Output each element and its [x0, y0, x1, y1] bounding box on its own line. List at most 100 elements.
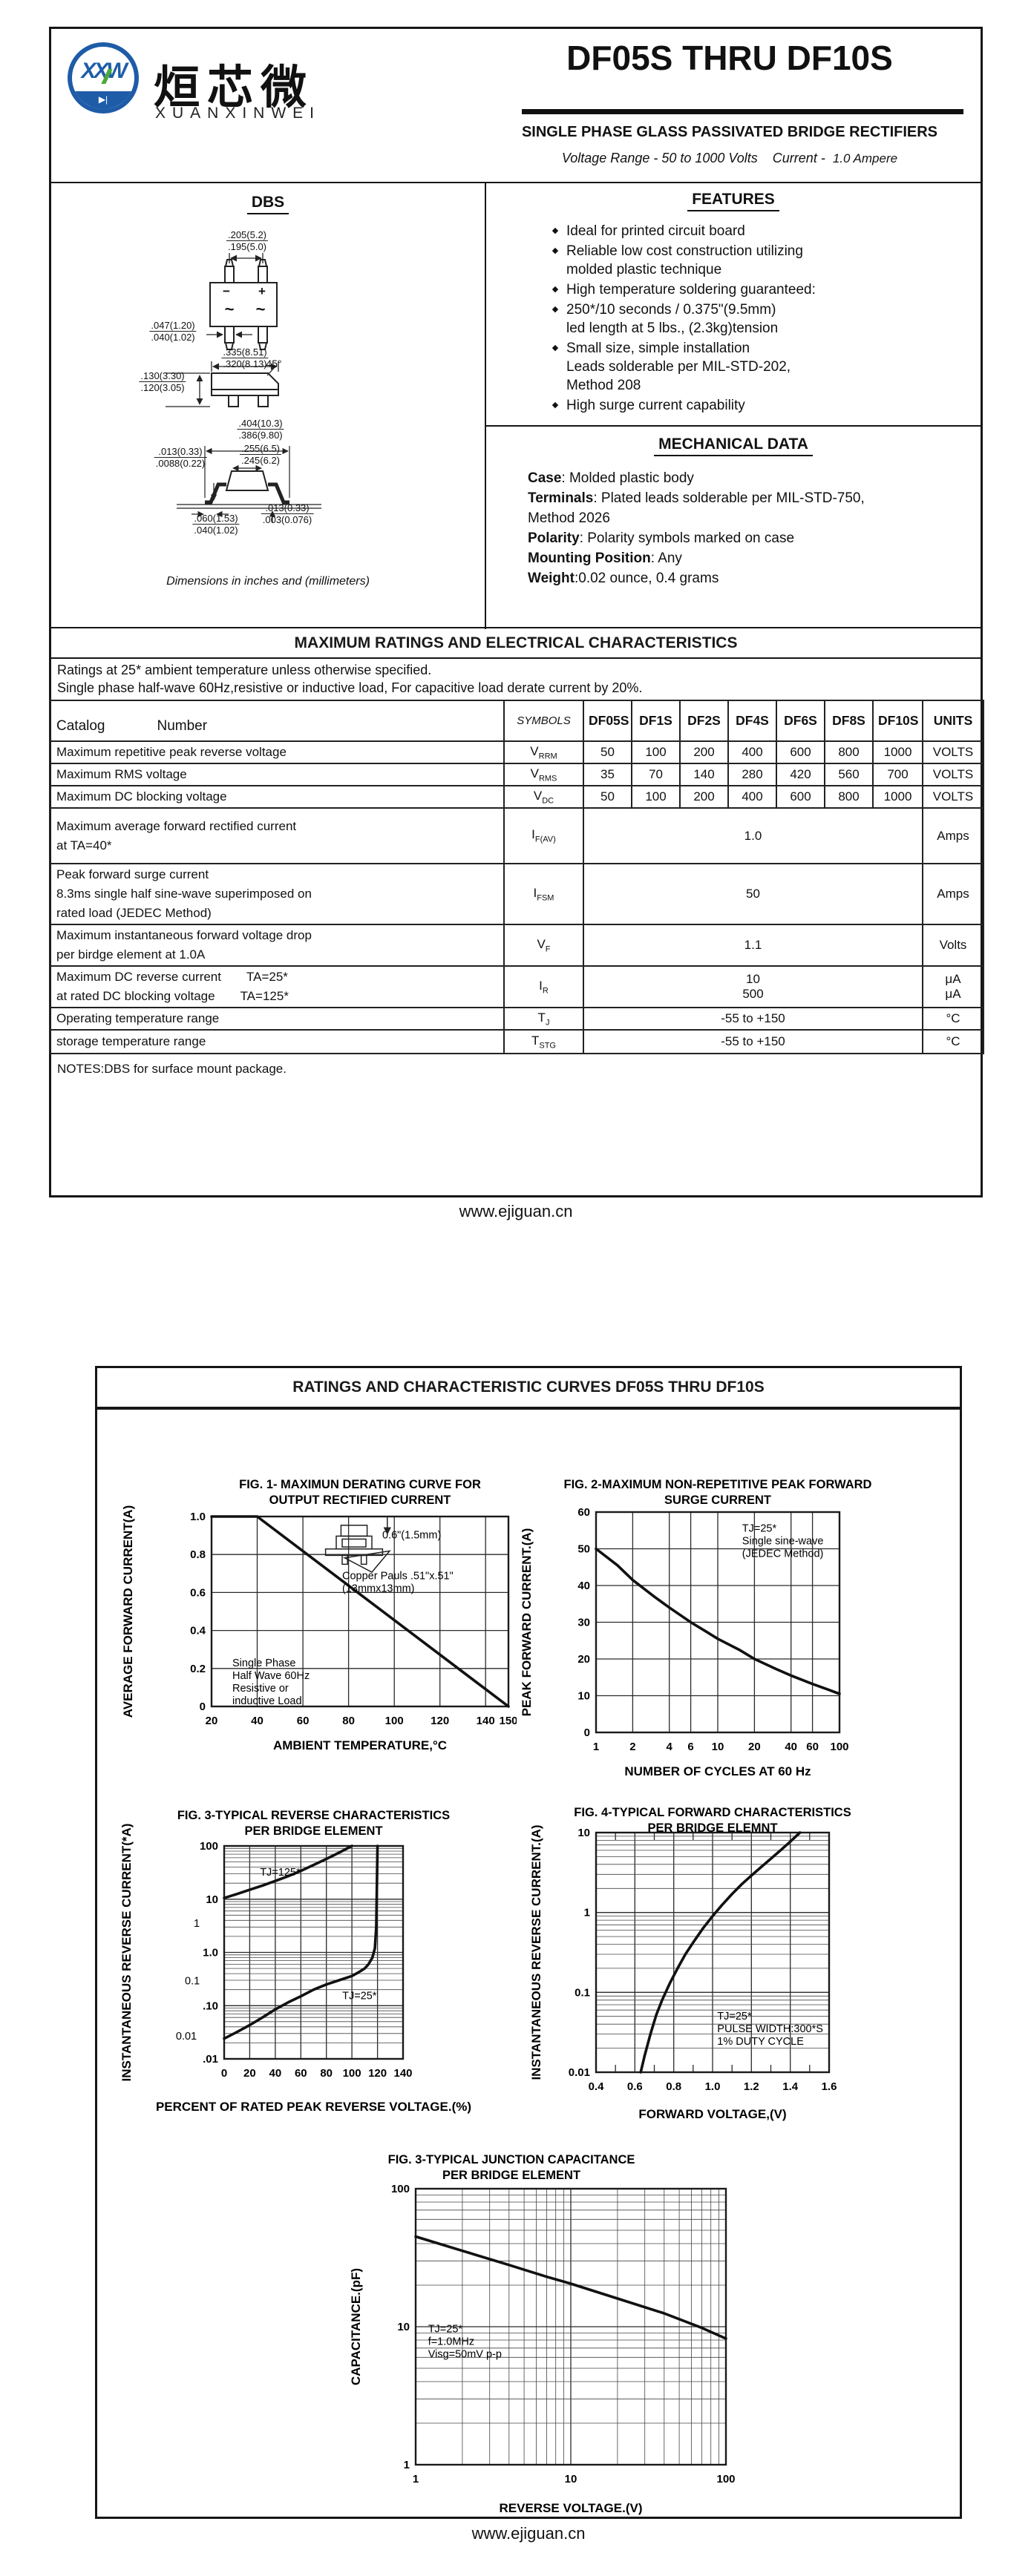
svg-text:0: 0: [221, 2067, 227, 2080]
value-cell: 600: [776, 740, 825, 764]
value-cell: 280: [727, 763, 777, 786]
logo-diode-icon: ▶|: [72, 91, 134, 109]
svg-text:PEAK FORWARD CURRENT.(A): PEAK FORWARD CURRENT.(A): [520, 1528, 534, 1717]
svg-text:1.6: 1.6: [822, 2080, 837, 2093]
svg-text:1.0: 1.0: [190, 1511, 206, 1523]
svg-text:0.1: 0.1: [575, 1986, 590, 1999]
feature-item: ◆ 250*/10 seconds / 0.375"(9.5mm) led leng…: [544, 300, 981, 338]
table-footnote: NOTES:DBS for surface mount package.: [57, 1062, 287, 1076]
svg-text:60: 60: [297, 1715, 310, 1727]
svg-text:0.6: 0.6: [627, 2080, 643, 2093]
col-model-DF10S: DF10S: [872, 700, 923, 742]
symbol-cell: VF: [503, 924, 584, 967]
features-title: FEATURES: [687, 191, 779, 211]
svg-text:AVERAGE FORWARD CURRENT(A): AVERAGE FORWARD CURRENT(A): [121, 1505, 135, 1718]
svg-text:PER BRIDGE ELEMENT: PER BRIDGE ELEMENT: [442, 2169, 580, 2182]
svg-text:1: 1: [593, 1741, 599, 1753]
mechanical-section: MECHANICAL DATA Case: Molded plastic bod…: [486, 436, 981, 588]
bullet-icon: ◆: [551, 344, 559, 352]
svg-text:1.4: 1.4: [782, 2080, 799, 2093]
dimension-label: .205(5.2) .195(5.0): [226, 229, 269, 252]
value-cell: 10 500: [583, 965, 923, 1008]
feature-text: Reliable low cost construction utilizing…: [566, 243, 803, 277]
number-label: Number: [157, 718, 208, 734]
svg-text:PER BRIDGE ELEMNT: PER BRIDGE ELEMNT: [647, 1821, 777, 1835]
catalog-label: Catalog: [56, 718, 105, 734]
dimension-label: ~: [224, 300, 235, 318]
svg-text:20: 20: [243, 2067, 256, 2080]
svg-text:40: 40: [785, 1741, 797, 1753]
svg-text:40: 40: [577, 1580, 590, 1592]
svg-text:1.0: 1.0: [203, 1947, 218, 1959]
value-cell: 140: [679, 763, 729, 786]
symbol-cell: VRRM: [503, 740, 584, 764]
svg-text:0.8: 0.8: [666, 2080, 681, 2093]
param-cell: Maximum instantaneous forward voltage dr…: [49, 924, 505, 967]
dimension-label: .060(1.53) .040(1.02): [192, 513, 240, 536]
param-cell: Maximum repetitive peak reverse voltage: [49, 740, 505, 764]
value-cell: 1000: [872, 740, 923, 764]
symbol-cell: IR: [503, 965, 584, 1008]
table-row: Maximum average forward rectified curren…: [49, 807, 984, 864]
svg-text:30: 30: [577, 1617, 590, 1629]
footer-url-page2: www.ejiguan.cn: [471, 2524, 586, 2543]
svg-text:0: 0: [584, 1726, 590, 1739]
svg-text:0.2: 0.2: [190, 1663, 206, 1675]
param-cell: Operating temperature range: [49, 1007, 505, 1031]
svg-text:1: 1: [404, 2459, 410, 2471]
svg-text:0.1: 0.1: [185, 1976, 200, 1988]
col-model-DF1S: DF1S: [631, 700, 681, 742]
package-name-heading: DBS: [51, 194, 485, 214]
mechanical-line: Case: Molded plastic body: [528, 470, 694, 486]
svg-text:20: 20: [577, 1653, 590, 1666]
feature-text: 250*/10 seconds / 0.375"(9.5mm) led lengt…: [566, 302, 779, 336]
svg-text:TJ=125*: TJ=125*: [260, 1867, 301, 1879]
symbol-cell: IFSM: [503, 863, 584, 925]
svg-text:80: 80: [342, 1715, 355, 1727]
current-value: 1.0 Ampere: [832, 151, 898, 165]
table-row: Maximum repetitive peak reverse voltage V…: [49, 740, 984, 764]
value-cell: -55 to +150: [583, 1029, 923, 1054]
svg-text:100: 100: [391, 2183, 410, 2195]
symbol-cell: VDC: [503, 785, 584, 809]
col-model-DF6S: DF6S: [776, 700, 825, 742]
units-cell: Amps: [922, 863, 984, 925]
feature-item: ◆ High surge current capability: [544, 396, 981, 415]
svg-text:20: 20: [748, 1741, 761, 1753]
chart-svg: 20 40 60 80 100 120 140 150 0 0.2 0.4 0.6 0.8 1.0 FIG.…: [121, 1478, 517, 1752]
units-cell: VOLTS: [922, 763, 984, 786]
svg-text:REVERSE VOLTAGE.(V): REVERSE VOLTAGE.(V): [499, 2501, 642, 2515]
svg-text:TJ=25*: TJ=25*: [342, 1991, 377, 2002]
col-model-DF05S: DF05S: [583, 700, 632, 742]
svg-text:SURGE CURRENT: SURGE CURRENT: [664, 1494, 771, 1507]
dimension-label: 45°: [266, 358, 282, 369]
svg-text:40: 40: [251, 1715, 264, 1727]
svg-text:6: 6: [687, 1741, 693, 1753]
ratings-note-1: Ratings at 25* ambient temperature unles…: [57, 663, 432, 677]
svg-text:100: 100: [830, 1741, 848, 1753]
dimension-label: .255(6.5) .245(6.2): [239, 443, 282, 466]
svg-text:1: 1: [584, 1907, 590, 1919]
svg-text:10: 10: [565, 2473, 577, 2485]
svg-text:4: 4: [667, 1741, 673, 1753]
svg-text:10: 10: [397, 2321, 410, 2333]
chart-svg: 0.4 0.6 0.8 1.0 1.2 1.4 1.6 10 1 0.1 0.01 FIG. 4-TY…: [529, 1806, 851, 2121]
svg-text:60: 60: [806, 1741, 819, 1753]
bullet-icon: ◆: [551, 285, 559, 294]
svg-text:0: 0: [200, 1701, 206, 1713]
svg-text:20: 20: [206, 1715, 218, 1727]
svg-text:60: 60: [295, 2067, 307, 2080]
header-divider: [51, 182, 981, 183]
value-cell: 700: [872, 763, 923, 786]
value-cell: 70: [631, 763, 681, 786]
svg-text:FORWARD VOLTAGE,(V): FORWARD VOLTAGE,(V): [638, 2107, 786, 2121]
svg-text:100: 100: [385, 1715, 404, 1727]
value-cell: 50: [583, 740, 632, 764]
feature-text: High temperature soldering guaranteed:: [566, 282, 816, 298]
col-model-DF4S: DF4S: [727, 700, 777, 742]
figure-5-junction-capacitance: 1 10 100 100 10 1 FIG. 3-TYPICAL JUNCTION CAPA…: [289, 2149, 757, 2515]
svg-text:FIG. 2-MAXIMUM NON-REPETITIVE: FIG. 2-MAXIMUM NON-REPETITIVE PEAK FORWA…: [564, 1478, 872, 1491]
package-outline-drawing: .205(5.2) .195(5.0) .047(1.20) .040(1.02) .3…: [62, 188, 481, 559]
svg-text:INSTANTANEOUS REVERSE CURRENT.: INSTANTANEOUS REVERSE CURRENT.(A): [529, 1824, 543, 2080]
